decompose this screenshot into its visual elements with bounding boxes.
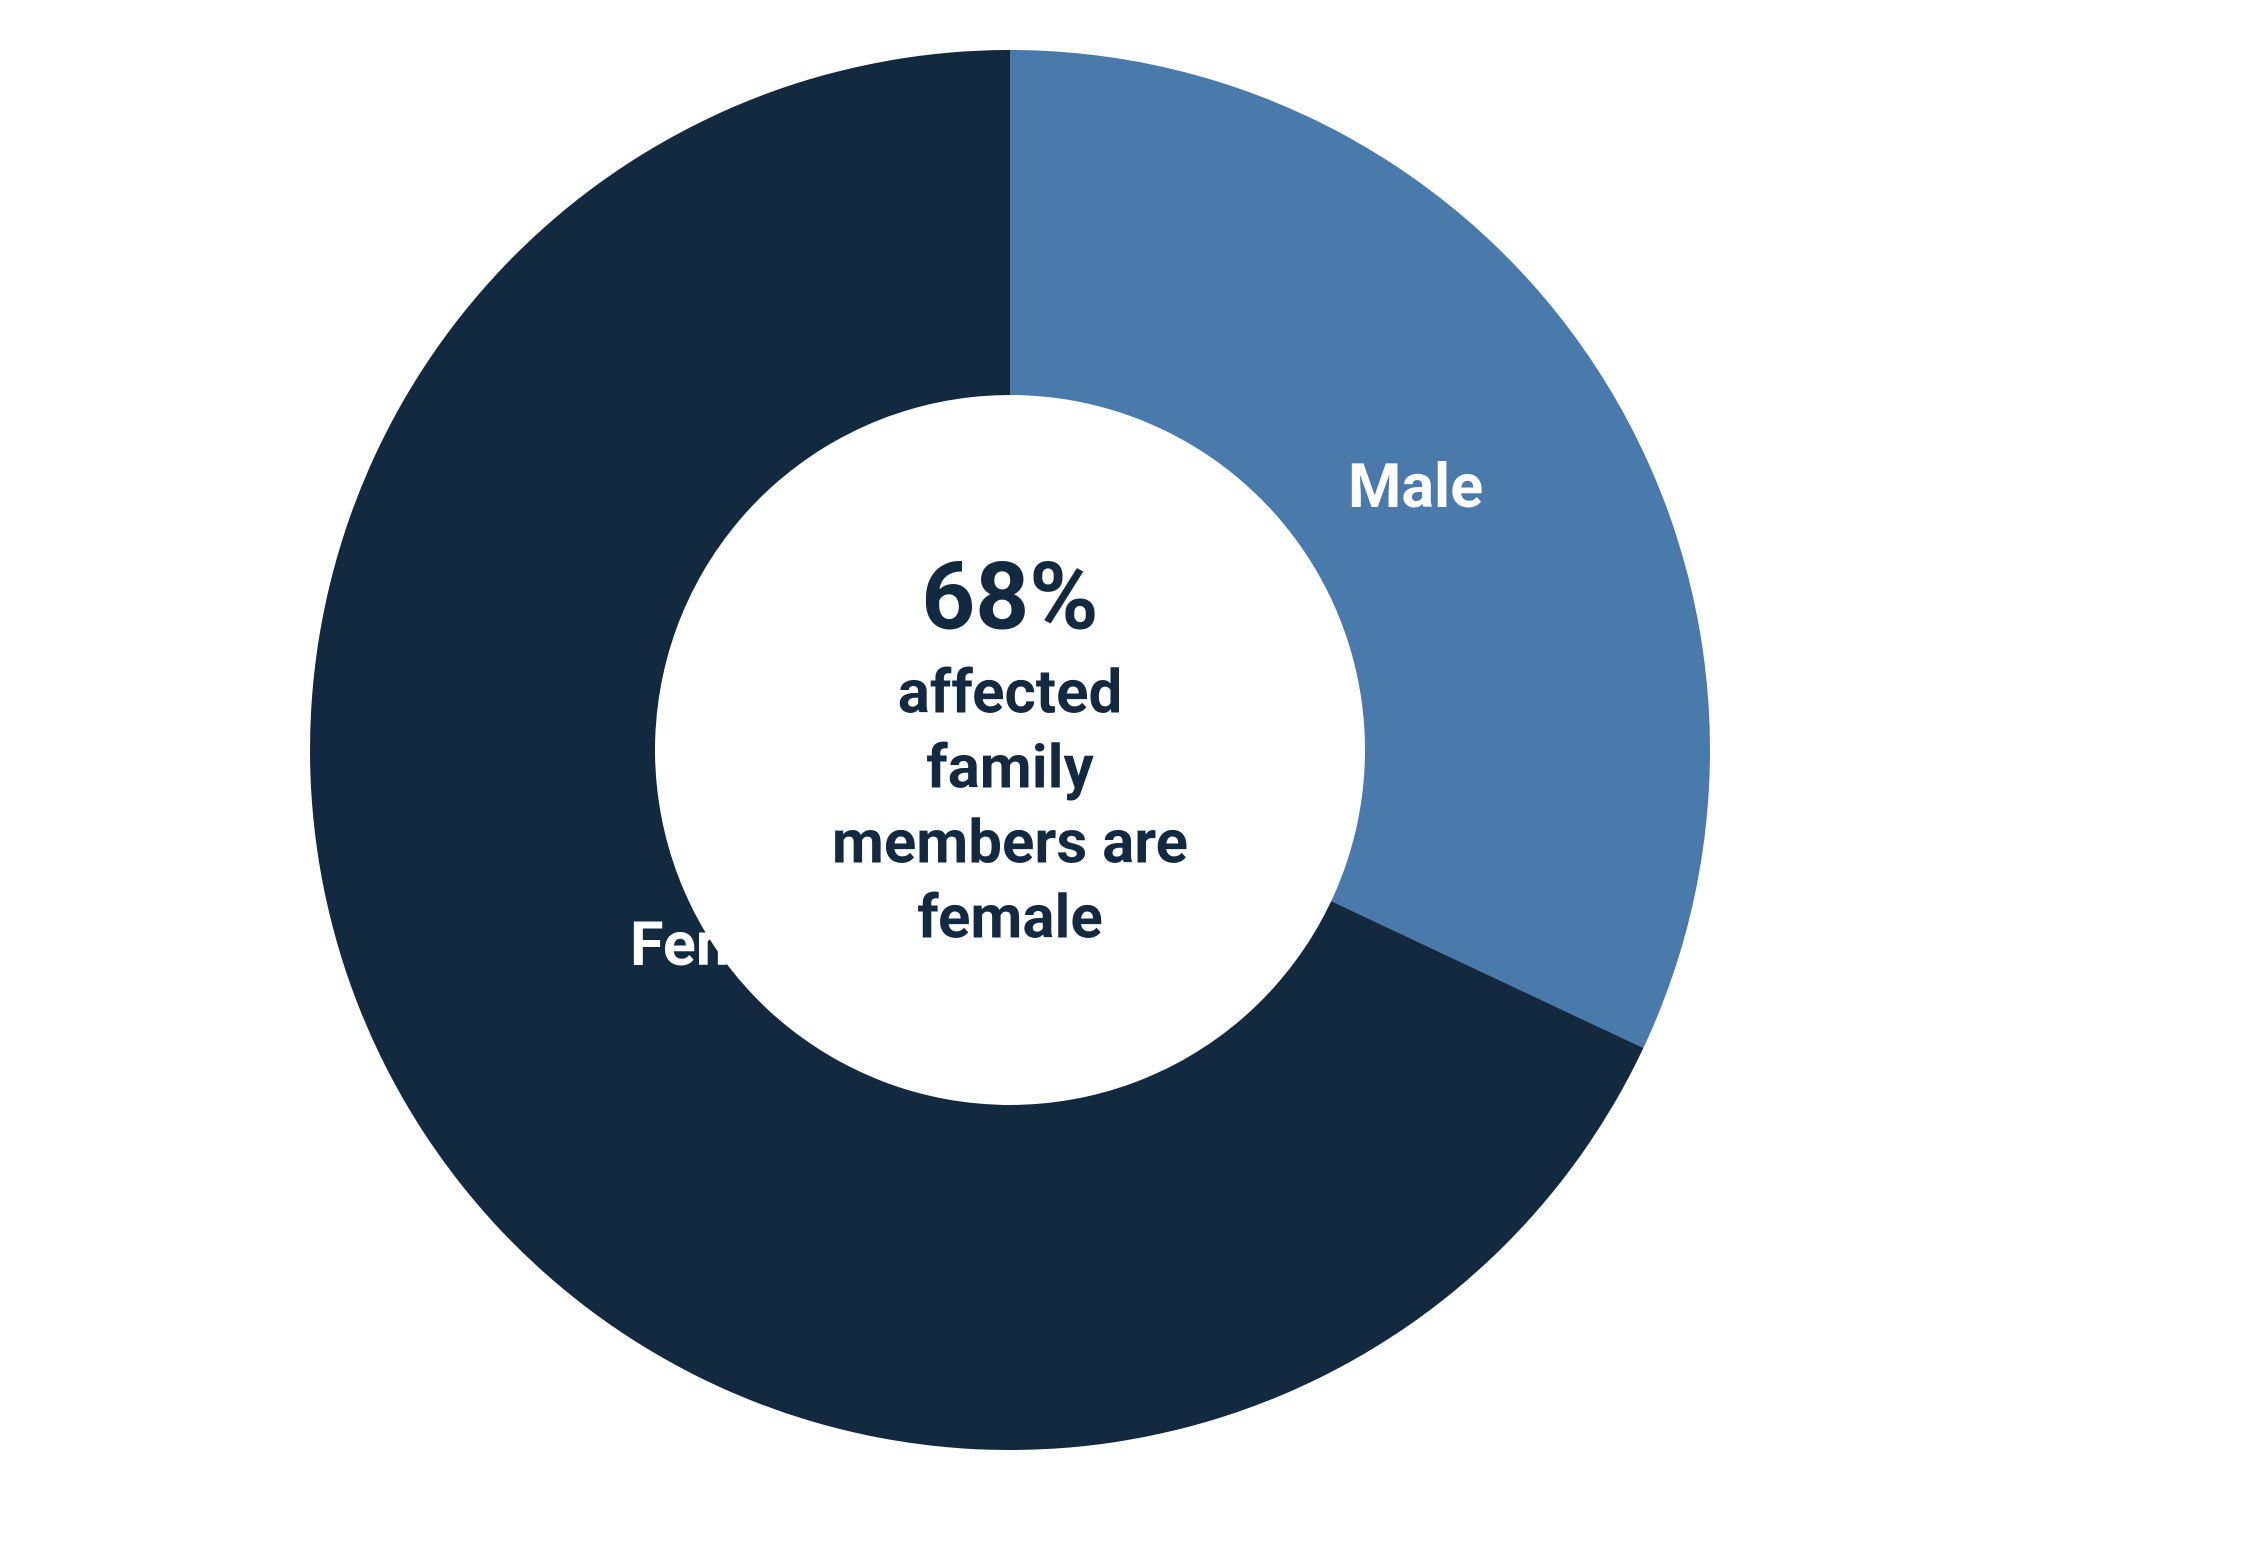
donut-slice-male: [1010, 50, 1710, 1048]
slice-label-male: Male: [1348, 450, 1483, 522]
slice-label-female: Female: [630, 908, 830, 980]
donut-chart-container: 68% affected family members are female F…: [280, 20, 1740, 1480]
donut-chart-svg: [280, 20, 1740, 1480]
